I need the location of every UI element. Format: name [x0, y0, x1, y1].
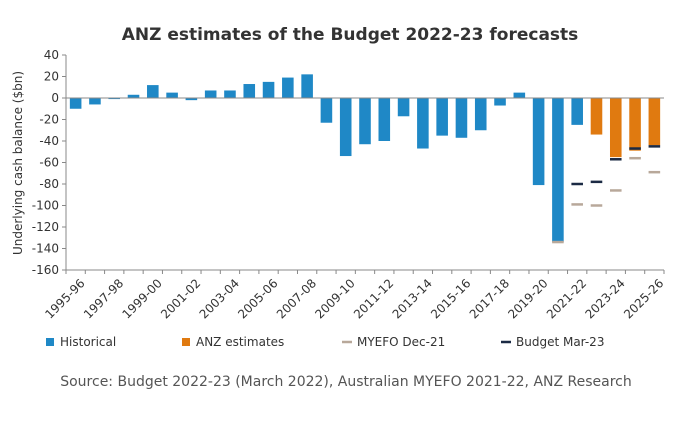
x-tick-label: 2017-18	[467, 276, 512, 321]
bar-1996-97	[89, 98, 101, 105]
bar-2016-17	[474, 98, 487, 131]
legend-label: MYEFO Dec-21	[357, 335, 445, 349]
bar-2024-25	[629, 98, 641, 151]
x-tick-label: 2023-24	[582, 276, 627, 321]
y-tick-label: -160	[32, 263, 59, 277]
bar-series	[69, 74, 661, 243]
y-tick-label: -40	[39, 134, 59, 148]
x-tick-label: 2005-06	[235, 276, 280, 321]
bar-2020-21	[552, 98, 564, 243]
x-tick-label: 2003-04	[197, 276, 242, 321]
bar-2017-18	[494, 98, 506, 106]
bar-2023-24	[609, 98, 622, 158]
bar-1995-96	[69, 98, 82, 109]
bar-2019-20	[532, 98, 545, 186]
x-tick-label: 2021-22	[544, 276, 589, 321]
y-tick-label: 0	[51, 91, 59, 105]
x-tick-label: 2007-08	[274, 276, 319, 321]
marker-series	[552, 145, 661, 244]
x-tick-label: 2009-10	[312, 276, 357, 321]
legend: Historical ANZ estimates MYEFO Dec-21 Budge…	[46, 335, 604, 349]
bar-2025-26	[648, 98, 661, 146]
legend-label: ANZ estimates	[196, 335, 284, 349]
x-tick-label: 2013-14	[390, 276, 435, 321]
bar-2007-08	[301, 74, 313, 98]
x-tick-label: 1997-98	[81, 276, 126, 321]
bar-2021-22	[571, 98, 583, 125]
legend-label: Historical	[60, 335, 116, 349]
y-tick-label: 40	[44, 48, 59, 62]
bar-2022-23	[590, 98, 603, 135]
y-tick-label: -140	[32, 242, 59, 256]
bar-2008-09	[320, 98, 333, 123]
x-tick-label: 2019-20	[505, 276, 550, 321]
bar-2006-07	[282, 77, 294, 98]
bar-2003-04	[224, 90, 236, 98]
y-tick-label: -100	[32, 199, 59, 213]
bar-2013-14	[417, 98, 429, 149]
legend-label: Budget Mar-23	[516, 335, 604, 349]
legend-swatch	[46, 338, 54, 346]
x-tick-label: 2025-26	[621, 276, 666, 321]
x-tick-label: 2001-02	[158, 276, 203, 321]
source-note: Source: Budget 2022-23 (March 2022), Aus…	[60, 374, 632, 390]
bar-2001-02	[185, 98, 198, 101]
bar-2000-01	[166, 92, 178, 98]
y-axis-title: Underlying cash balance ($bn)	[11, 71, 25, 255]
bar-2014-15	[436, 98, 448, 136]
bar-2012-13	[397, 98, 410, 117]
y-tick-label: -80	[39, 177, 59, 191]
bar-1998-99	[127, 94, 140, 98]
bar-2002-03	[204, 90, 217, 98]
bar-2010-11	[359, 98, 371, 145]
bar-2011-12	[378, 98, 391, 141]
bar-2005-06	[262, 81, 275, 98]
y-tick-label: -20	[39, 113, 59, 127]
bar-2018-19	[513, 92, 526, 98]
bar-1997-98	[108, 98, 121, 100]
bar-1999-00	[147, 85, 159, 98]
bar-2004-05	[243, 84, 256, 98]
x-tick-label: 1999-00	[120, 276, 165, 321]
x-tick-label: 1995-96	[42, 276, 87, 321]
bar-2015-16	[455, 98, 468, 138]
x-axis: 1995-961997-981999-002001-022003-042005-…	[42, 97, 666, 322]
bar-2009-10	[339, 98, 352, 157]
x-tick-label: 2011-12	[351, 276, 396, 321]
chart-title: ANZ estimates of the Budget 2022-23 fore…	[122, 25, 579, 45]
y-axis: 40 20 0 -20 -40 -60 -80 -100 -120 -140 -160	[32, 48, 67, 277]
y-tick-label: 20	[44, 70, 59, 84]
y-tick-label: -60	[39, 156, 59, 170]
x-tick-label: 2015-16	[428, 276, 473, 321]
legend-swatch	[182, 338, 190, 346]
y-tick-label: -120	[32, 220, 59, 234]
